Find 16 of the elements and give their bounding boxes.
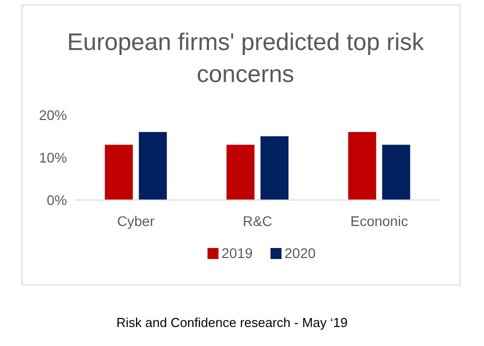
x-tick-label: Cyber (117, 213, 155, 229)
bar (104, 144, 133, 200)
chart-title: European firms' predicted top risk concerns (67, 29, 425, 88)
bar (348, 132, 376, 200)
legend-label: 2020 (284, 245, 316, 261)
y-tick-label: 10% (38, 149, 67, 166)
legend-label: 2019 (222, 245, 253, 261)
bar (382, 144, 410, 200)
y-tick-label: 20% (38, 106, 67, 123)
text: Risk and Confidence research - May ‘19 (116, 315, 348, 330)
bar (260, 136, 288, 200)
bar (138, 132, 167, 200)
y-tick-label: 0% (46, 192, 67, 208)
x-tick-label: R&C (242, 213, 272, 229)
x-tick-label: Econonic (350, 213, 408, 229)
bar (226, 144, 254, 200)
